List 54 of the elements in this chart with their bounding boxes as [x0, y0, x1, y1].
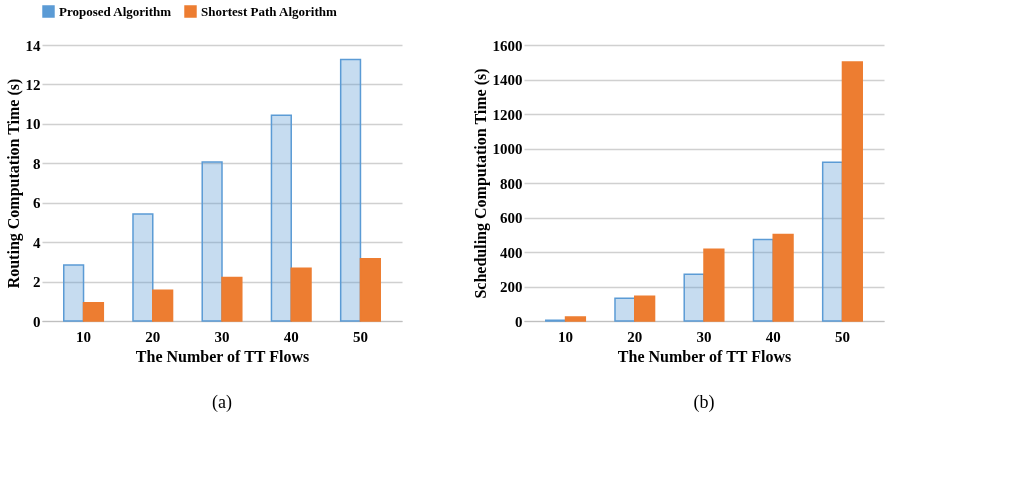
bar [270, 114, 292, 322]
x-tick-label: 40 [765, 328, 781, 345]
y-tick-label: 0 [33, 313, 41, 330]
bar [63, 264, 85, 322]
y-tick-label: 1000 [492, 141, 523, 157]
y-tick-label: 6 [33, 195, 41, 212]
x-tick-label: 50 [834, 328, 850, 345]
legend-label: Proposed Algorithm [59, 3, 172, 19]
x-axis-title: The Number of TT Flows [617, 347, 792, 365]
y-tick-label: 200 [500, 279, 523, 295]
x-tick-label: 30 [696, 328, 712, 345]
bar [152, 289, 174, 322]
y-tick-label: 400 [500, 244, 523, 261]
legend-label: Shortest Path Algorithm [201, 3, 337, 19]
bar [634, 295, 656, 322]
x-tick-label: 20 [627, 328, 643, 345]
x-tick-label: 10 [558, 328, 574, 345]
bar [82, 301, 105, 322]
y-tick-label: 4 [33, 234, 41, 251]
bar [221, 276, 243, 322]
y-tick-label: 1600 [492, 37, 523, 54]
bar [339, 58, 362, 322]
x-axis-title: The Number of TT Flows [135, 347, 310, 365]
bar [772, 233, 794, 322]
y-tick-label: 12 [25, 76, 41, 93]
bar [752, 238, 774, 322]
y-axis-title: Scheduling Computation Time (s) [471, 68, 490, 299]
bar [359, 257, 381, 322]
y-tick-label: 0 [515, 313, 523, 330]
x-tick-label: 10 [76, 328, 92, 345]
x-tick-label: 20 [145, 328, 161, 345]
x-tick-label: 40 [283, 328, 299, 345]
bar [132, 213, 154, 322]
y-tick-label: 8 [33, 155, 41, 172]
bar [683, 273, 705, 322]
bar [290, 267, 312, 322]
bar [703, 248, 725, 322]
x-tick-label: 30 [214, 328, 230, 345]
y-tick-label: 600 [500, 210, 523, 226]
y-tick-label: 800 [500, 175, 523, 192]
y-tick-label: 2 [33, 274, 41, 291]
y-axis-title: Routing Computation Time (s) [4, 78, 23, 289]
y-tick-label: 14 [25, 37, 41, 54]
bar [841, 61, 863, 322]
y-tick-label: 1400 [492, 72, 523, 88]
bar [201, 161, 223, 322]
bar [564, 316, 587, 322]
text: (b) [693, 392, 715, 413]
y-tick-label: 1200 [492, 106, 523, 123]
y-tick-label: 10 [25, 116, 41, 133]
text: (a) [212, 392, 232, 413]
bar [614, 297, 636, 322]
bar [821, 161, 844, 322]
x-tick-label: 50 [352, 328, 368, 345]
